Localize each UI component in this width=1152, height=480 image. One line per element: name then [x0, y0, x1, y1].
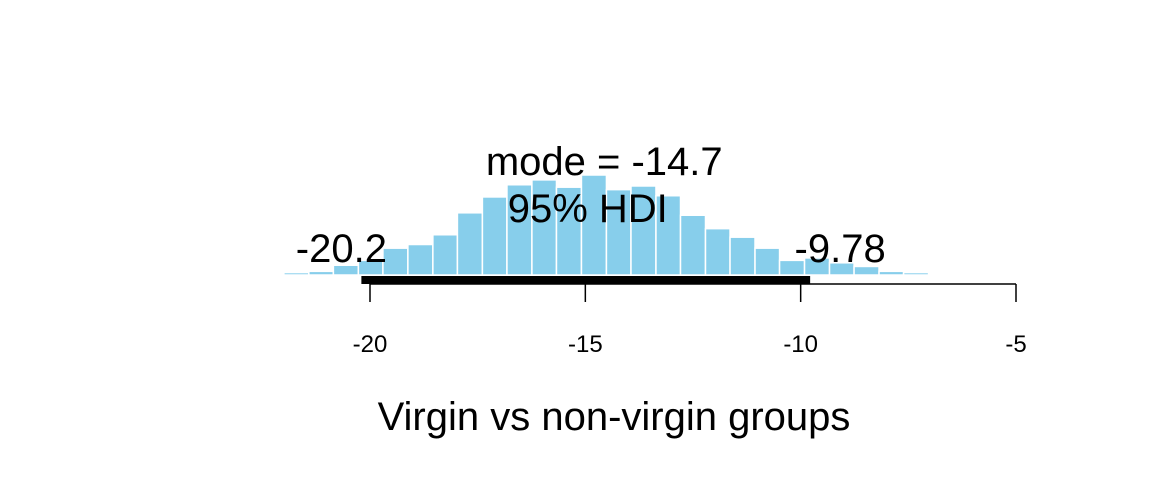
histogram-bar — [382, 247, 409, 276]
mode-annotation: mode = -14.7 — [486, 140, 723, 184]
histogram-bar — [432, 234, 459, 276]
x-axis-label: Virgin vs non-virgin groups — [378, 395, 851, 439]
histogram-bar — [506, 184, 533, 276]
histogram-bar — [655, 194, 682, 276]
hdi-low-label: -20.2 — [296, 227, 387, 271]
hdi-annotation: 95% HDI — [508, 187, 668, 231]
x-axis: -20 -15 -10 -5 — [353, 283, 1027, 358]
histogram-bar — [729, 236, 756, 276]
histogram-bar — [754, 247, 781, 276]
x-tick-label: -15 — [568, 331, 603, 358]
x-tick-label: -5 — [1005, 331, 1026, 358]
histogram-bar — [630, 185, 657, 276]
histogram-bar — [679, 214, 707, 276]
histogram-bar — [481, 196, 508, 276]
histogram-bar — [580, 174, 608, 276]
histogram-bar — [407, 243, 434, 276]
histogram-bar — [456, 212, 484, 276]
histogram-bar — [555, 186, 583, 276]
histogram-bar — [531, 179, 558, 276]
x-tick-label: -10 — [783, 331, 818, 358]
hdi-high-label: -9.78 — [795, 227, 886, 271]
histogram-bar — [878, 270, 905, 276]
x-tick-label: -20 — [353, 331, 388, 358]
histogram-bars — [283, 174, 930, 276]
histogram-bar — [308, 270, 335, 276]
histogram-bar — [704, 227, 731, 276]
histogram-bar — [283, 271, 310, 276]
histogram-bar — [902, 271, 930, 276]
